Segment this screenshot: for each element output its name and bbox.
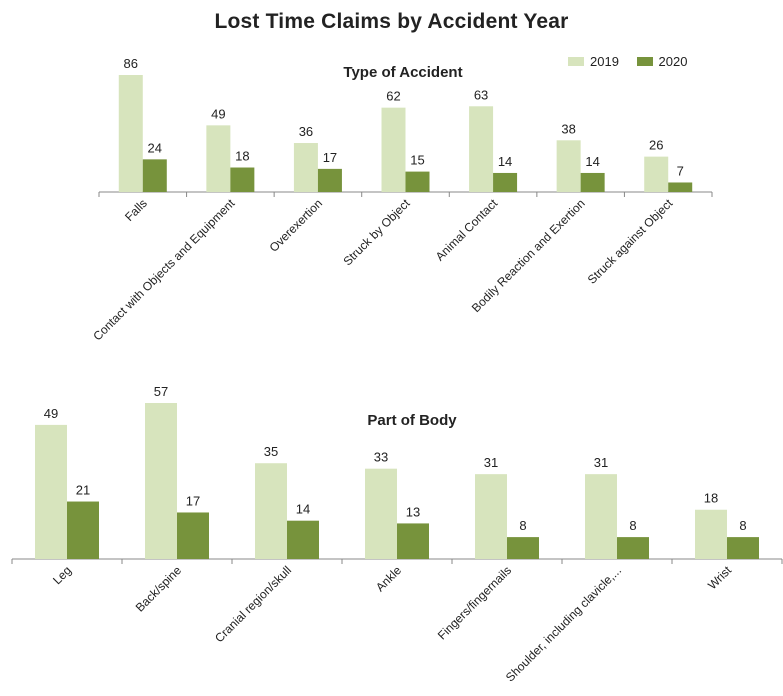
category-label-contact-with-objects-and-equipment: Contact with Objects and Equipment: [90, 196, 238, 344]
category-label-shoulder-including-clavicle: Shoulder, including clavicle,...: [503, 563, 624, 684]
bar-2019-struck-against-object: [644, 156, 669, 192]
bar-2020-shoulder-including-clavicle: [617, 537, 649, 559]
bar-2019-overexertion: [293, 143, 318, 192]
bar-2019-wrist: [695, 509, 727, 559]
data-label-2019-cranial-region-skull: 35: [264, 444, 278, 459]
category-label-struck-by-object: Struck by Object: [340, 196, 413, 269]
subchart-title: Type of Accident: [343, 64, 462, 81]
data-label-2019-animal-contact: 63: [474, 87, 488, 102]
data-label-2019-ankle: 33: [374, 450, 388, 465]
bar-2020-contact-with-objects-and-equipment: [230, 167, 255, 192]
legend-label-2020: 2020: [658, 54, 688, 69]
bar-2020-ankle: [397, 523, 429, 559]
bar-2019-animal-contact: [469, 106, 494, 192]
bar-2019-leg: [35, 424, 67, 559]
data-label-2019-shoulder-including-clavicle: 31: [594, 455, 608, 470]
chart-type-of-accident: Type of Accident 86 24 Falls 49 18 Contact wit…: [90, 56, 713, 344]
data-label-2019-overexertion: 36: [299, 124, 313, 139]
data-label-2020-cranial-region-skull: 14: [296, 502, 310, 517]
category-label-falls: Falls: [122, 196, 150, 224]
category-label-fingers-fingernails: Fingers/fingernails: [435, 563, 514, 642]
legend-item-2020: 2020: [636, 54, 688, 69]
legend-label-2019: 2019: [590, 54, 619, 69]
category-label-struck-against-object: Struck against Object: [585, 196, 676, 287]
bar-2019-back-spine: [145, 403, 177, 559]
bar-2020-fingers-fingernails: [507, 537, 539, 559]
chart-part-of-body: Part of Body 49 21 Leg 57 17 Back/spine 35 14 Cra…: [11, 384, 783, 684]
data-label-2019-struck-by-object: 62: [386, 89, 400, 104]
data-label-2019-back-spine: 57: [154, 384, 168, 399]
category-label-overexertion: Overexertion: [267, 196, 325, 254]
bar-2020-struck-by-object: [405, 171, 430, 192]
data-label-2020-falls: 24: [148, 140, 162, 155]
data-label-2020-struck-against-object: 7: [677, 163, 684, 178]
data-label-2020-animal-contact: 14: [498, 154, 512, 169]
data-label-2020-ankle: 13: [406, 504, 420, 519]
bar-2020-falls: [142, 159, 167, 192]
data-label-2019-wrist: 18: [704, 491, 718, 506]
data-label-2020-contact-with-objects-and-equipment: 18: [235, 149, 249, 164]
data-label-2020-back-spine: 17: [186, 493, 200, 508]
bar-2019-bodily-reaction-and-exertion: [556, 140, 581, 192]
bar-2019-falls: [118, 75, 143, 192]
bar-2020-struck-against-object: [668, 182, 693, 192]
data-label-2020-fingers-fingernails: 8: [519, 518, 526, 533]
category-label-animal-contact: Animal Contact: [433, 196, 501, 264]
data-label-2020-overexertion: 17: [323, 150, 337, 165]
bar-2019-struck-by-object: [381, 107, 406, 192]
category-label-wrist: Wrist: [705, 563, 735, 593]
bar-2020-back-spine: [177, 512, 209, 559]
bar-2020-leg: [67, 501, 99, 559]
data-label-2019-struck-against-object: 26: [649, 138, 663, 153]
data-label-2019-falls: 86: [124, 56, 138, 71]
bar-2020-wrist: [727, 537, 759, 559]
data-label-2020-wrist: 8: [739, 518, 746, 533]
bar-2019-contact-with-objects-and-equipment: [206, 125, 231, 192]
bar-2019-shoulder-including-clavicle: [585, 474, 617, 559]
data-label-2019-leg: 49: [44, 406, 58, 421]
bar-2020-cranial-region-skull: [287, 520, 319, 559]
data-label-2019-bodily-reaction-and-exertion: 38: [561, 121, 575, 136]
category-label-back-spine: Back/spine: [133, 563, 185, 615]
legend-item-2019: 2019: [568, 54, 619, 69]
legend: 2019 2020: [568, 54, 701, 69]
category-label-ankle: Ankle: [373, 563, 404, 594]
data-label-2020-leg: 21: [76, 483, 90, 498]
category-label-cranial-region-skull: Cranial region/skull: [212, 563, 294, 645]
legend-swatch-2019: [568, 57, 584, 66]
bar-2020-animal-contact: [493, 172, 518, 192]
data-label-2020-bodily-reaction-and-exertion: 14: [585, 154, 599, 169]
data-label-2019-fingers-fingernails: 31: [484, 455, 498, 470]
subchart-title: Part of Body: [367, 412, 457, 429]
data-label-2019-contact-with-objects-and-equipment: 49: [211, 106, 225, 121]
legend-swatch-2020: [636, 57, 653, 66]
bar-2019-fingers-fingernails: [475, 474, 507, 559]
bar-2019-cranial-region-skull: [255, 463, 287, 559]
chart-title: Lost Time Claims by Accident Year: [214, 10, 569, 33]
bar-2020-bodily-reaction-and-exertion: [580, 172, 605, 192]
bar-2020-overexertion: [317, 168, 342, 192]
data-label-2020-struck-by-object: 15: [410, 153, 424, 168]
data-label-2020-shoulder-including-clavicle: 8: [629, 518, 636, 533]
category-label-leg: Leg: [50, 563, 74, 587]
category-label-bodily-reaction-and-exertion: Bodily Reaction and Exertion: [469, 196, 588, 315]
bar-2019-ankle: [365, 468, 397, 559]
